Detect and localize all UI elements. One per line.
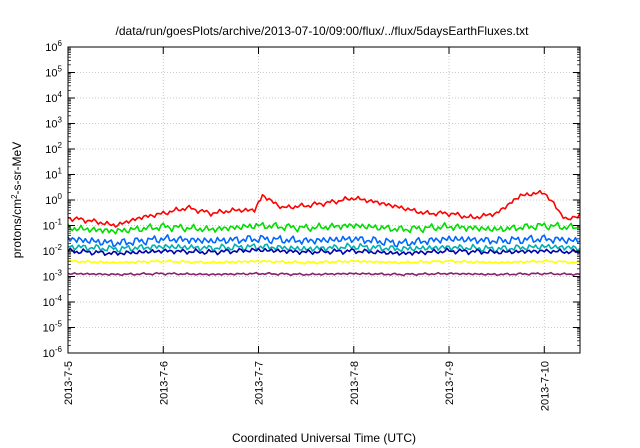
- y-tick-label: 10-3: [43, 269, 63, 284]
- series-lines: [67, 189, 581, 277]
- y-tick-label: 10-1: [43, 218, 63, 233]
- series-line: [67, 259, 581, 265]
- y-tick-label: 101: [45, 167, 62, 182]
- y-axis-ticks: 106 105 104 103 102 101 100 10-1 10-2 10-3 10-4 10-…: [43, 39, 580, 360]
- y-tick-label: 10-2: [43, 243, 63, 258]
- y-tick-label: 10-5: [43, 320, 63, 335]
- grid-lines: [68, 47, 580, 353]
- y-tick-label: 10-4: [43, 294, 63, 309]
- y-axis-label-sup: 2: [10, 194, 19, 199]
- y-tick-label: 100: [45, 192, 62, 207]
- x-tick-label: 2013-7-8: [349, 361, 361, 405]
- series-line: [67, 189, 581, 228]
- series-line: [67, 247, 580, 256]
- x-axis-ticks: 2013-7-5 2013-7-6 2013-7-7 2013-7-8 2013-7-9…: [63, 47, 551, 411]
- x-tick-label: 2013-7-6: [158, 361, 170, 405]
- x-axis-label: Coordinated Universal Time (UTC): [232, 431, 416, 445]
- y-tick-label: 104: [45, 90, 62, 105]
- x-tick-label: 2013-7-5: [63, 361, 75, 405]
- x-tick-label: 2013-7-10: [539, 361, 551, 411]
- y-tick-label: 10-6: [43, 345, 63, 360]
- series-line: [67, 221, 581, 235]
- y-tick-label: 102: [45, 141, 62, 156]
- y-axis-label: protons/cm2-s-sr-MeV: [10, 142, 25, 258]
- chart-title: /data/run/goesPlots/archive/2013-07-10/0…: [116, 24, 530, 38]
- series-line: [67, 271, 581, 277]
- y-axis-label-prefix: protons/cm: [10, 199, 24, 258]
- series-line: [67, 242, 581, 254]
- y-tick-label: 106: [45, 39, 62, 54]
- x-tick-label: 2013-7-9: [444, 361, 456, 405]
- y-tick-label: 105: [45, 65, 62, 80]
- x-tick-label: 2013-7-7: [254, 361, 266, 405]
- y-tick-label: 103: [45, 116, 62, 131]
- series-line: [67, 234, 581, 248]
- y-axis-label-suffix: -s-sr-MeV: [10, 142, 24, 195]
